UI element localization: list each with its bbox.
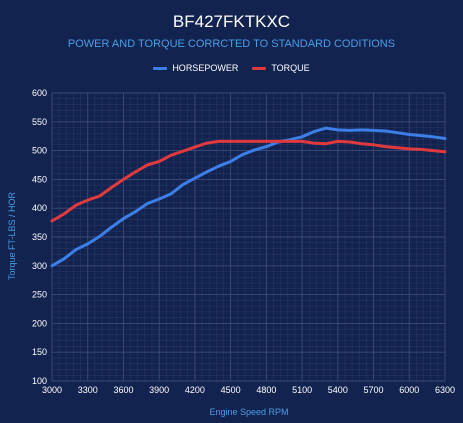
x-tick-label: 3900	[149, 385, 169, 395]
y-tick-label: 350	[32, 232, 47, 242]
x-tick-label: 5100	[292, 385, 312, 395]
x-axis-title: Engine Speed RPM	[209, 407, 289, 417]
series-line-horsepower	[50, 126, 447, 268]
legend-label-torque: TORQUE	[271, 63, 310, 73]
x-tick-label: 5400	[328, 385, 348, 395]
legend-swatch-torque	[252, 66, 267, 70]
legend-item-torque[interactable]: TORQUE	[252, 63, 310, 73]
y-tick-label: 200	[32, 318, 47, 328]
y-tick-label: 600	[32, 88, 47, 98]
chart-title: BF427FKTKXC	[172, 12, 291, 31]
x-tick-label: 3000	[42, 385, 62, 395]
y-tick-label: 100	[32, 376, 47, 386]
chart-subtitle: POWER AND TORQUE CORRCTED TO STANDARD CO…	[67, 38, 396, 50]
y-tick-label: 300	[32, 261, 47, 271]
y-tick-label: 250	[32, 290, 47, 300]
x-tick-label: 5700	[364, 385, 384, 395]
x-tick-label: 6300	[435, 385, 455, 395]
legend-swatch-horsepower	[153, 66, 168, 70]
x-tick-label: 6000	[399, 385, 419, 395]
chart-legend: HORSEPOWER TORQUE	[0, 63, 463, 73]
y-tick-label: 500	[32, 146, 47, 156]
y-tick-label: 450	[32, 174, 47, 184]
y-axis-title: Torque FT-LBS / HOR	[7, 191, 17, 281]
series-line-torque	[50, 139, 447, 223]
y-tick-label: 550	[32, 117, 47, 127]
y-tick-label: 150	[32, 347, 47, 357]
x-tick-label: 3600	[113, 385, 133, 395]
legend-item-horsepower[interactable]: HORSEPOWER	[153, 63, 238, 73]
x-tick-label: 4500	[221, 385, 241, 395]
x-tick-label: 4200	[185, 385, 205, 395]
x-tick-label: 4800	[256, 385, 276, 395]
legend-label-horsepower: HORSEPOWER	[172, 63, 239, 73]
y-tick-label: 400	[32, 203, 47, 213]
x-tick-label: 3300	[78, 385, 98, 395]
